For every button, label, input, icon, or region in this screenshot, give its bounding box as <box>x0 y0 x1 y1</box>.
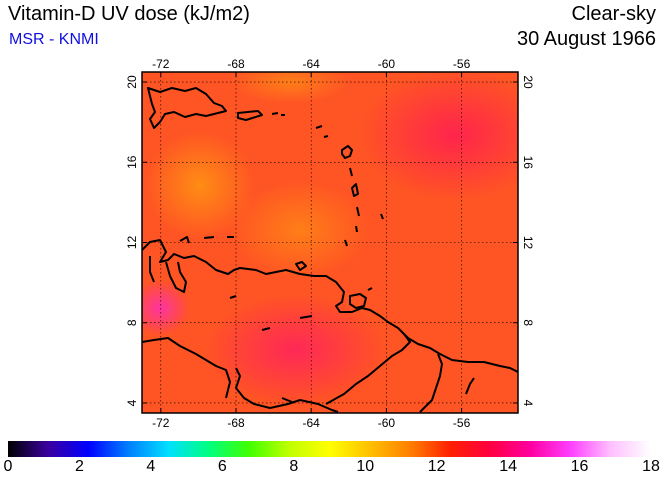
field-high-ne <box>360 72 518 200</box>
lon-label-top: -68 <box>227 57 245 71</box>
field-high-west <box>142 280 190 336</box>
colorbar-label: 4 <box>146 458 156 475</box>
colorbar-label: 18 <box>642 458 660 475</box>
border-guyana <box>325 333 411 405</box>
colorbar-scale <box>8 441 651 457</box>
lat-label-left: 8 <box>125 319 139 326</box>
lat-label-left: 12 <box>125 236 139 250</box>
coast-vi <box>271 112 285 116</box>
lat-label-left: 4 <box>125 399 139 406</box>
coast-hispaniola <box>147 87 227 129</box>
lat-label-right: 8 <box>521 319 535 326</box>
source-label: MSR - KNMI <box>9 31 99 48</box>
coast-guajira <box>149 256 155 283</box>
tick-labels: -72 -72 -68 -68 -64 -64 -60 -60 -56 -56 4 4 8 8 12 12 16… <box>125 57 535 430</box>
colorbar-label: 0 <box>3 458 13 475</box>
lat-label-right: 20 <box>521 75 535 89</box>
condition-label: Clear-sky <box>571 3 656 25</box>
coast-leeward-a <box>315 125 329 138</box>
lon-label-top: -64 <box>303 57 321 71</box>
coast-st-lucia <box>356 206 360 217</box>
lon-label-bottom: -56 <box>453 416 471 430</box>
colorbar-label: 8 <box>289 458 299 475</box>
colorbar-label: 2 <box>74 458 84 475</box>
coast-martinique <box>351 183 359 197</box>
lon-label-bottom: -68 <box>227 416 245 430</box>
frame-ticks <box>142 72 518 413</box>
date-label: 30 August 1966 <box>516 28 656 50</box>
lon-label-bottom: -72 <box>152 416 170 430</box>
coast-dominica <box>349 167 353 177</box>
colorbar-label: 10 <box>356 458 375 475</box>
field-warm-central <box>230 180 370 280</box>
field-high-south <box>205 295 385 405</box>
lon-label-bottom: -64 <box>303 416 321 430</box>
coast-grenada <box>344 239 348 247</box>
lat-label-right: 4 <box>521 400 535 407</box>
coastlines <box>142 87 518 413</box>
colorbar-label: 12 <box>427 458 446 475</box>
lat-label-right: 16 <box>521 156 535 170</box>
coast-puerto-rico <box>237 110 263 121</box>
lon-label-top: -56 <box>453 57 471 71</box>
coast-maracaibo <box>165 261 187 293</box>
colorbar-label: 14 <box>499 458 518 475</box>
border-brazil <box>235 367 339 413</box>
coast-dutch-islands <box>179 236 234 244</box>
lat-label-left: 16 <box>125 155 139 169</box>
uv-dose-field <box>142 72 518 413</box>
colorbar <box>8 441 651 457</box>
lat-label-right: 12 <box>521 236 535 250</box>
coast-tobago <box>367 287 373 291</box>
lon-label-top: -72 <box>152 57 170 71</box>
lon-label-bottom: -60 <box>378 416 396 430</box>
border-colombia <box>142 337 231 399</box>
coast-trinidad <box>349 293 367 309</box>
coast-small-bits <box>229 295 313 403</box>
colorbar-label: 6 <box>217 458 227 475</box>
coast-margarita <box>295 261 307 271</box>
border-french-guiana <box>465 377 475 395</box>
coast-guadeloupe <box>341 145 353 159</box>
field-warm-north <box>230 72 350 104</box>
coast-st-vincent <box>355 225 358 233</box>
field-warm-center <box>145 130 255 240</box>
lat-label-left: 20 <box>125 75 139 89</box>
lon-label-top: -60 <box>378 57 396 71</box>
gridlines <box>142 72 518 413</box>
coast-mainland <box>142 239 518 373</box>
map-title: Vitamin-D UV dose (kJ/m2) <box>8 3 250 25</box>
colorbar-label: 16 <box>570 458 589 475</box>
border-suriname <box>419 353 443 413</box>
coast-barbados <box>380 213 384 220</box>
